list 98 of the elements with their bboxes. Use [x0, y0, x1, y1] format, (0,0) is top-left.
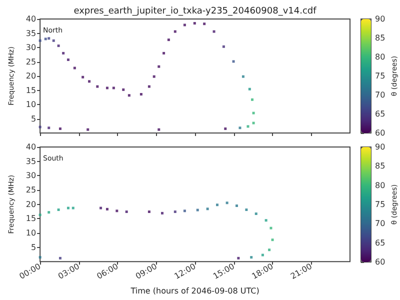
point	[72, 206, 74, 210]
point	[160, 212, 164, 214]
point	[252, 122, 255, 124]
y-tick-label: 35	[26, 28, 36, 38]
y-tick-label: 30	[26, 43, 36, 52]
y-tick-label: 25	[26, 57, 36, 66]
point	[66, 58, 70, 62]
point	[238, 126, 242, 130]
color-bar-label: 80	[375, 52, 386, 62]
point	[140, 92, 142, 96]
color-bar-label: 90	[375, 142, 386, 152]
y-tick-label: 15	[26, 86, 36, 95]
y-tick-label: 40	[26, 14, 36, 24]
point	[58, 256, 62, 260]
x-axis-title: Time (hours of 2046-09-08 UTC)	[130, 286, 260, 296]
point	[174, 30, 176, 33]
color-bar-label: 75	[375, 200, 386, 209]
point	[73, 66, 76, 70]
point	[106, 86, 108, 90]
y-tick-label: 5	[30, 114, 36, 124]
point	[226, 202, 228, 204]
point	[62, 52, 65, 54]
point	[261, 254, 264, 256]
color-bar-label: 65	[375, 238, 386, 248]
color-bar-label: 75	[375, 72, 386, 80]
point	[52, 39, 55, 42]
point	[206, 208, 209, 210]
y-tick-label: 5	[30, 242, 36, 252]
color-bar-label: 70	[375, 219, 386, 228]
point	[183, 24, 186, 26]
color-bar-label: 85	[375, 34, 386, 42]
point	[48, 126, 50, 130]
point	[268, 248, 271, 252]
y-tick-label: 15	[26, 214, 36, 224]
y-tick-label: 40	[26, 142, 36, 152]
point	[252, 112, 255, 114]
color-bar-label: 65	[375, 110, 386, 118]
point	[250, 256, 253, 259]
y-tick-label: 20	[26, 200, 36, 209]
point	[148, 85, 150, 88]
point	[174, 210, 176, 214]
point	[222, 45, 225, 48]
point	[242, 75, 244, 78]
color-bar-label: 90	[375, 14, 386, 24]
y-tick-label: 10	[26, 228, 36, 238]
point	[112, 86, 115, 90]
point	[116, 210, 118, 212]
y-tick-label: 25	[26, 185, 36, 194]
point	[254, 212, 258, 216]
point	[264, 219, 268, 222]
point	[158, 65, 160, 68]
point	[270, 226, 272, 230]
point	[162, 52, 166, 54]
y-tick-label: 30	[26, 171, 36, 180]
point	[96, 85, 99, 88]
point	[158, 128, 160, 131]
point	[248, 88, 251, 90]
point	[196, 208, 199, 212]
chart-title: expres_earth_jupiter_io_txka-y235_20460908_v14.cdf	[74, 6, 318, 16]
point	[237, 256, 240, 260]
point	[38, 39, 42, 42]
point	[122, 88, 125, 91]
point	[232, 60, 235, 63]
color-bar-label: 60	[375, 128, 386, 138]
point	[48, 37, 50, 40]
point	[38, 126, 42, 128]
point	[66, 206, 70, 210]
point	[57, 44, 60, 48]
point	[183, 210, 186, 212]
point	[58, 127, 62, 130]
point	[193, 22, 196, 25]
color-bar-label: 60	[375, 258, 386, 266]
color-bar-label: 80	[375, 180, 386, 190]
point	[100, 206, 102, 210]
point	[203, 22, 206, 26]
point	[44, 38, 47, 40]
point	[148, 210, 150, 214]
point	[271, 238, 274, 242]
point	[128, 94, 130, 97]
color-bar-label: 70	[375, 90, 386, 100]
point	[88, 80, 91, 83]
point	[212, 30, 216, 33]
point	[86, 128, 90, 131]
y-tick-label: 20	[26, 72, 36, 80]
y-tick-label: 10	[26, 100, 36, 109]
point	[250, 98, 254, 101]
point	[125, 210, 128, 214]
point	[38, 214, 42, 216]
point	[246, 125, 250, 128]
color-bar-label: 85	[375, 162, 386, 171]
point	[152, 75, 156, 78]
point	[167, 38, 170, 42]
point	[106, 208, 108, 210]
y-tick-label: 35	[26, 156, 36, 166]
point	[38, 256, 42, 259]
point	[224, 127, 227, 130]
point	[48, 211, 50, 214]
point	[82, 76, 84, 78]
